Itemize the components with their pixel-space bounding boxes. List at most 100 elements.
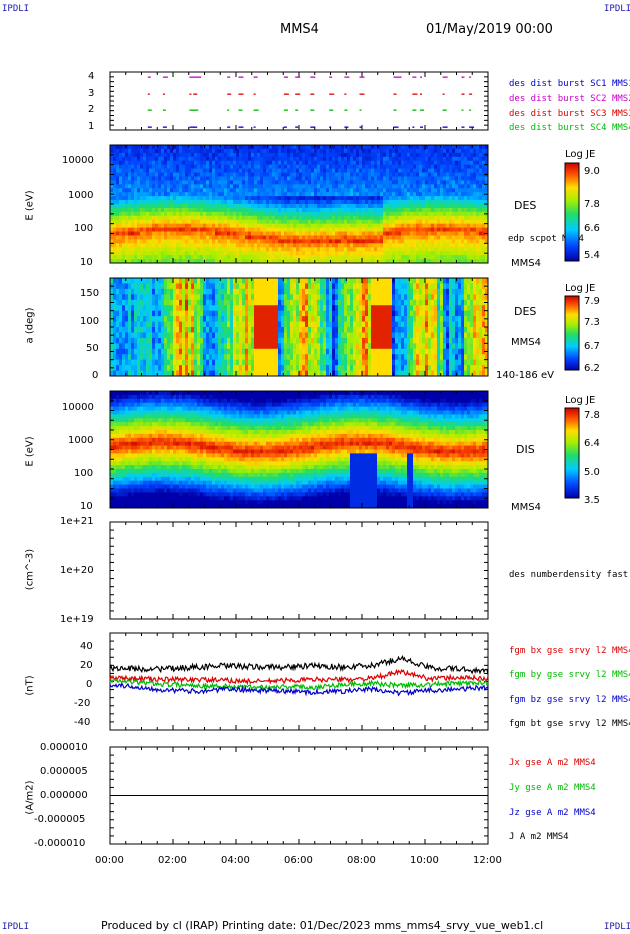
spectrogram-cell: [401, 164, 405, 169]
spectrogram-cell: [167, 299, 171, 306]
spectrogram-cell: [215, 243, 219, 248]
spectrogram-cell: [320, 200, 324, 205]
spectrogram-cell: [452, 168, 456, 173]
spectrogram-cell: [206, 251, 210, 256]
spectrogram-cell: [446, 243, 450, 248]
spectrogram-cell: [449, 168, 453, 173]
spectrogram-cell: [290, 348, 294, 355]
spectrogram-cell: [128, 164, 132, 169]
spectrogram-cell: [278, 148, 282, 154]
spectrogram-cell: [161, 255, 165, 260]
spectrogram-cell: [146, 332, 150, 339]
spectrogram-cell: [281, 247, 285, 252]
spectrogram-cell: [221, 192, 225, 197]
spectrogram-cell: [116, 321, 120, 328]
spectrogram-cell: [188, 184, 192, 189]
spectrogram-cell: [359, 227, 363, 232]
spectrogram-cell: [335, 152, 339, 158]
spectrogram-cell: [191, 184, 195, 189]
spectrogram-cell: [401, 192, 405, 197]
spectrogram-cell: [110, 223, 114, 228]
spectrogram-cell: [395, 251, 399, 256]
spectrogram-cell: [242, 215, 246, 221]
spectrogram-cell: [431, 231, 435, 236]
spectrogram-cell: [368, 251, 372, 256]
spectrogram-cell: [344, 204, 348, 209]
spectrogram-cell: [200, 215, 204, 221]
spectrogram-cell: [230, 332, 234, 339]
spectrogram-cell: [230, 370, 234, 377]
spectrogram-cell: [245, 243, 249, 248]
spectrogram-cell: [167, 251, 171, 256]
spectrogram-cell: [284, 148, 288, 154]
spectrogram-cell: [347, 219, 351, 225]
spectrogram-cell: [395, 156, 399, 162]
spectrogram-cell: [122, 255, 126, 260]
spectrogram-cell: [176, 251, 180, 256]
spectrogram-cell: [200, 259, 204, 264]
spectrogram-cell: [476, 215, 480, 221]
spectrogram-cell: [431, 172, 435, 177]
spectrogram-cell: [416, 192, 420, 197]
spectrogram-cell: [137, 215, 141, 221]
spectrogram-cell: [341, 211, 345, 217]
spectrogram-cell: [299, 156, 303, 162]
spectrogram-cell: [188, 204, 192, 209]
spectrogram-cell: [143, 235, 147, 240]
spectrogram-cell: [338, 239, 342, 244]
spectrogram-cell: [275, 283, 279, 290]
spectrogram-cell: [173, 172, 177, 177]
spectrogram-cell: [293, 348, 297, 355]
spectrogram-cell: [134, 188, 138, 193]
spectrogram-cell: [194, 215, 198, 221]
spectrogram-cell: [257, 204, 261, 209]
spectrogram-cell: [347, 207, 351, 213]
spectrogram-cell: [296, 219, 300, 225]
spectrogram-cell: [284, 156, 288, 162]
spectrogram-cell: [455, 204, 459, 209]
spectrogram-cell: [143, 231, 147, 236]
spectrogram-cell: [407, 207, 411, 213]
spectrogram-cell: [356, 247, 360, 252]
spectrogram-cell: [137, 316, 141, 322]
spectrogram-cell: [359, 255, 363, 260]
spectrogram-cell: [260, 176, 264, 181]
spectrogram-cell: [194, 316, 198, 322]
spectrogram-cell: [128, 321, 132, 328]
spectrogram-cell: [350, 255, 354, 260]
spectrogram-cell: [380, 180, 384, 185]
spectrogram-cell: [290, 278, 294, 284]
spectrogram-cell: [119, 227, 123, 232]
spectrogram-cell: [311, 247, 315, 252]
spectrogram-cell: [260, 327, 264, 333]
spectrogram-cell: [428, 156, 432, 162]
spectrogram-cell: [317, 231, 321, 236]
spectrogram-cell: [266, 255, 270, 260]
burst-ytick: 1: [88, 121, 95, 132]
spectrogram-cell: [383, 160, 387, 166]
spectrogram-cell: [158, 343, 162, 350]
spectrogram-cell: [161, 259, 165, 264]
spectrogram-cell: [479, 204, 483, 209]
spectrogram-cell: [146, 243, 150, 248]
spectrogram-cell: [404, 219, 408, 225]
spectrogram-cell: [119, 164, 123, 169]
spectrogram-cell: [197, 207, 201, 213]
spectrogram-cell: [203, 156, 207, 162]
spectrogram-cell: [365, 172, 369, 177]
spectrogram-cell: [146, 299, 150, 306]
spectrogram-cell: [245, 184, 249, 189]
spectrogram-cell: [260, 278, 264, 284]
spectrogram-cell: [455, 192, 459, 197]
spectrogram-cell: [464, 168, 468, 173]
spectrogram-cell: [284, 370, 288, 377]
spectrogram-cell: [251, 255, 255, 260]
spectrogram-cell: [446, 227, 450, 232]
spectrogram-cell: [458, 243, 462, 248]
spectrogram-cell: [305, 255, 309, 260]
spectrogram-cell: [413, 192, 417, 197]
spectrogram-cell: [239, 145, 243, 150]
spectrogram-cell: [410, 164, 414, 169]
spectrogram-cell: [119, 278, 123, 284]
spectrogram-cell: [125, 332, 129, 339]
